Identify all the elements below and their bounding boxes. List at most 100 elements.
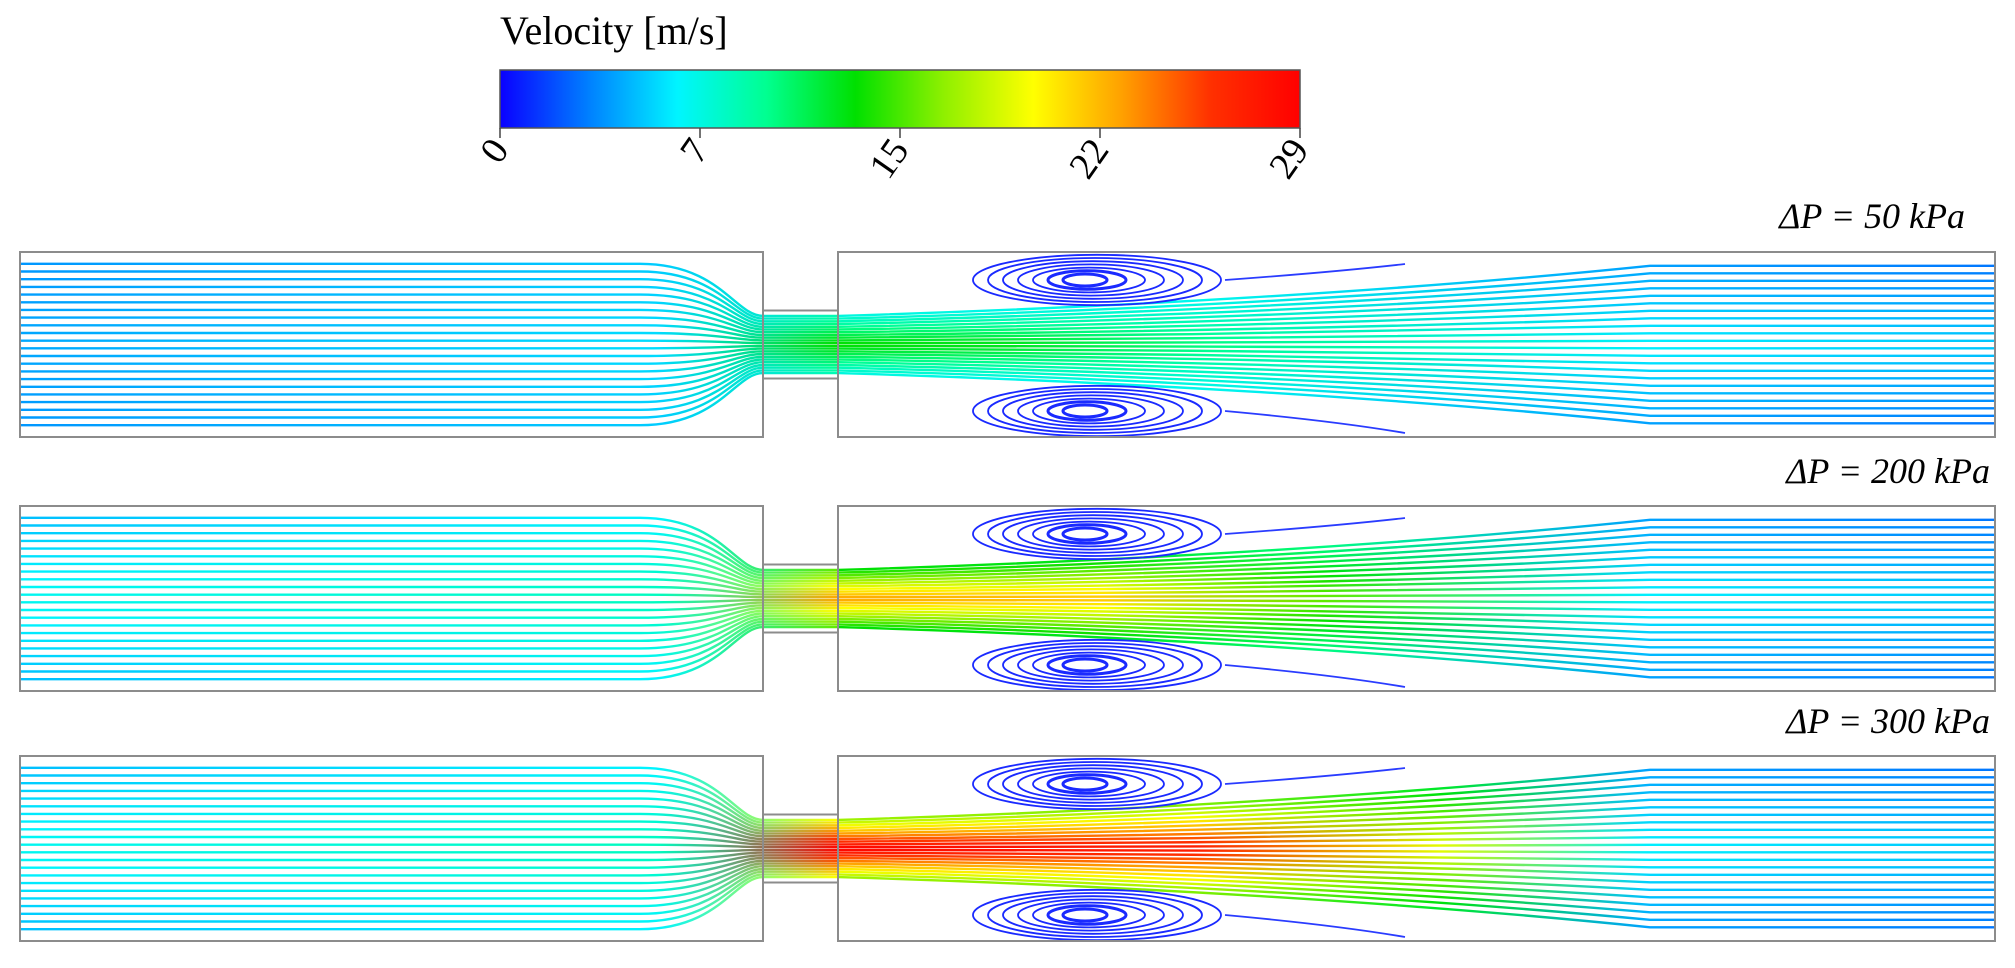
streamline [837,264,1995,318]
vortex-streamline [1002,764,1184,804]
streamline [837,571,1995,591]
streamline [837,848,1995,854]
streamline [20,524,838,574]
streamline [20,854,838,869]
streamline [837,279,1995,323]
vortex-streamline [1046,904,1128,926]
vortex-tail [1224,767,1406,785]
streamline [20,797,838,832]
streamline [837,856,1995,876]
vortex-streamline [1032,901,1146,929]
streamline [20,620,838,665]
channel-walls [19,251,1996,438]
streamline [837,612,1995,641]
streamline [837,541,1995,580]
streamline [20,609,838,635]
vortex-streamline [1002,260,1184,300]
upper-vortex [972,253,1406,307]
streamline [837,361,1995,395]
streamline [837,783,1995,827]
streamline [20,617,838,658]
streamline [837,798,1995,832]
vortex-streamline [1017,517,1165,551]
streamline [837,548,1995,582]
vortex-streamline [1017,263,1165,297]
streamline [837,851,1995,861]
streamline [20,547,838,582]
colorbar-gradient [499,69,1301,129]
streamline [20,856,838,877]
vortex-streamline [1002,895,1184,935]
panel-label: ΔP = 300 kPa [1784,701,1990,741]
streamline [20,593,838,599]
inlet-chamber-wall [19,251,764,438]
streamline [20,316,838,337]
streamline [837,875,1995,929]
vortex-streamline [1017,898,1165,932]
vortex-streamline [1061,526,1109,542]
streamline [837,598,1995,604]
streamline [20,293,838,328]
streamline [20,371,838,427]
streamline [20,358,838,388]
vortex-streamline [1046,400,1128,422]
vortex-streamline [1032,770,1146,798]
streamline [837,371,1995,425]
streamline [837,828,1995,843]
vortex-streamline [987,642,1203,688]
vortex-tail [1224,517,1406,535]
streamline [20,812,838,838]
streamline [20,828,838,843]
panel-50kpa: ΔP = 50 kPa [19,196,1996,438]
streamline [837,358,1995,387]
streamlines [20,766,1995,931]
streamline [837,363,1995,402]
outlet-chamber-wall [837,505,1996,692]
colorbar-ticks: 0 7 15 22 29 [472,128,1317,186]
streamline [837,604,1995,619]
colorbar-tick-label: 7 [672,131,717,171]
streamline [20,873,838,923]
streamline [837,601,1995,611]
streamline [20,363,838,404]
streamline [837,836,1995,846]
vortex-streamline [1061,272,1109,288]
colorbar-tick-label: 15 [861,131,917,186]
lower-vortex [972,888,1406,942]
streamline [837,332,1995,342]
streamline [20,366,838,411]
vortex-streamline [1061,657,1109,673]
streamline [20,301,838,331]
vortex-streamline [1046,654,1128,676]
inlet-chamber-wall [19,755,764,942]
outlet-chamber-wall [837,251,1996,438]
streamline [837,324,1995,339]
streamline [837,339,1995,345]
vortex-tail [1224,664,1406,688]
streamline [837,350,1995,365]
vortex-streamline [1002,391,1184,431]
streamline [20,532,838,577]
streamline [837,862,1995,891]
streamline [20,851,838,862]
streamline [20,789,838,830]
streamline [20,623,838,673]
vortex-streamline [987,511,1203,557]
streamline [837,821,1995,841]
streamline [20,820,838,841]
lower-vortex [972,384,1406,438]
outlet-chamber-wall [837,755,1996,942]
panel-200kpa: ΔP = 200 kPa [19,451,1996,692]
vortex-streamline [1061,776,1109,792]
streamline [20,604,838,619]
streamline [20,615,838,650]
streamline [837,859,1995,884]
streamline [20,347,838,358]
streamline [837,586,1995,596]
panel-300kpa: ΔP = 300 kPa [19,701,1996,942]
vortex-streamline [987,257,1203,303]
vortex-tail [1224,914,1406,938]
streamline [837,625,1995,679]
streamline [837,870,1995,914]
